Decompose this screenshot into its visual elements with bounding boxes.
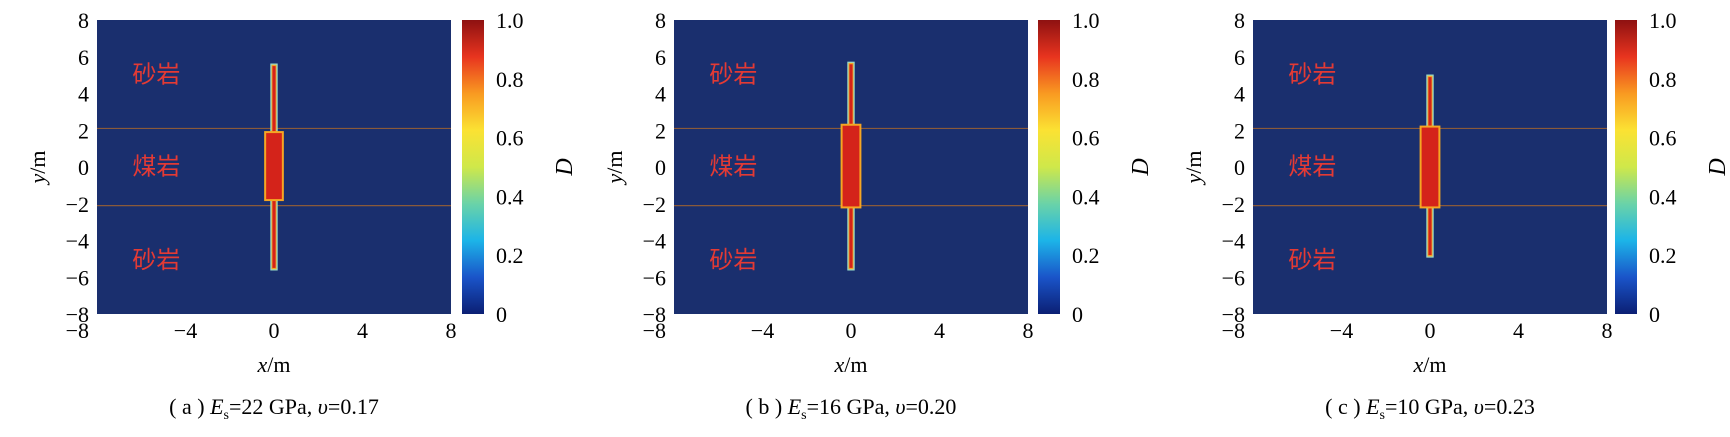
- x-tick-label: −4: [751, 318, 774, 343]
- x-tick-label: 0: [846, 318, 857, 343]
- colorbar-tick-label: 0.6: [496, 126, 524, 151]
- y-tick-label: 0: [655, 155, 666, 180]
- colorbar-tick-label: 0.8: [1649, 67, 1677, 92]
- x-tick-label: 0: [1425, 318, 1436, 343]
- colorbar-label: D: [552, 158, 578, 176]
- colorbar: [1038, 20, 1060, 314]
- x-tick-label: −8: [643, 318, 666, 343]
- y-tick-label: −6: [1222, 265, 1245, 290]
- y-tick-label: −6: [66, 265, 89, 290]
- layer-label-sandstone-bottom: 砂岩: [1288, 247, 1336, 274]
- y-tick-label: 4: [655, 82, 666, 107]
- y-tick-label: −4: [66, 229, 89, 254]
- colorbar-tick-label: 0: [1649, 302, 1660, 327]
- y-tick-label: −2: [1222, 192, 1245, 217]
- x-tick-label: −8: [66, 318, 89, 343]
- layer-label-sandstone-top: 砂岩: [1288, 61, 1336, 88]
- layer-label-sandstone-top: 砂岩: [709, 61, 757, 88]
- fracture-body: [1419, 125, 1441, 209]
- y-tick-label: 2: [655, 118, 666, 143]
- x-tick-label: −4: [1330, 318, 1353, 343]
- y-tick-label: 2: [1234, 118, 1245, 143]
- y-tick-label: 6: [78, 45, 89, 70]
- layer-label-sandstone-top: 砂岩: [132, 61, 180, 88]
- colorbar-tick-label: 1.0: [1649, 8, 1677, 33]
- colorbar-tick-label: 0.4: [1649, 184, 1677, 209]
- x-tick-label: 0: [269, 318, 280, 343]
- y-tick-label: 8: [78, 8, 89, 33]
- colorbar-tick-label: 0: [1072, 302, 1083, 327]
- y-tick-label: −4: [1222, 229, 1245, 254]
- panel-caption: ( b ) Es=16 GPa, υ=0.20: [746, 394, 957, 423]
- layer-label-coal: 煤岩: [1288, 153, 1336, 180]
- colorbar-tick-label: 1.0: [496, 8, 524, 33]
- fracture-body: [264, 131, 284, 202]
- panel-caption: ( a ) Es=22 GPa, υ=0.17: [169, 394, 379, 423]
- layer-label-sandstone-bottom: 砂岩: [709, 247, 757, 274]
- y-tick-label: 8: [1234, 8, 1245, 33]
- colorbar-tick-label: 0.6: [1649, 126, 1677, 151]
- y-tick-label: 8: [655, 8, 666, 33]
- colorbar: [462, 20, 484, 314]
- x-axis-label: x/m: [257, 352, 291, 377]
- y-axis-label: y/m: [602, 151, 627, 186]
- colorbar-label: D: [1705, 158, 1730, 176]
- colorbar-tick-label: 0: [496, 302, 507, 327]
- y-axis-label: y/m: [1181, 151, 1206, 186]
- y-tick-label: −8: [643, 302, 666, 327]
- x-tick-label: 4: [1513, 318, 1524, 343]
- colorbar-tick-label: 0.2: [496, 243, 524, 268]
- x-tick-label: 8: [1023, 318, 1034, 343]
- x-tick-label: 8: [446, 318, 457, 343]
- y-tick-label: −8: [66, 302, 89, 327]
- layer-label-coal: 煤岩: [132, 153, 180, 180]
- layer-label-sandstone-bottom: 砂岩: [132, 247, 180, 274]
- y-tick-label: −8: [1222, 302, 1245, 327]
- colorbar-label: D: [1128, 158, 1154, 176]
- panel-caption: ( c ) Es=10 GPa, υ=0.23: [1325, 394, 1535, 423]
- colorbar-tick-label: 1.0: [1072, 8, 1100, 33]
- y-tick-label: −4: [643, 229, 666, 254]
- y-tick-label: 6: [1234, 45, 1245, 70]
- y-axis-label: y/m: [25, 151, 50, 186]
- colorbar-tick-label: 0.2: [1072, 243, 1100, 268]
- y-tick-label: −6: [643, 265, 666, 290]
- x-tick-label: 4: [934, 318, 945, 343]
- y-tick-label: 4: [1234, 82, 1245, 107]
- colorbar-tick-label: 0.6: [1072, 126, 1100, 151]
- y-tick-label: −2: [66, 192, 89, 217]
- x-tick-label: −8: [1222, 318, 1245, 343]
- colorbar-tick-label: 0.2: [1649, 243, 1677, 268]
- layer-label-coal: 煤岩: [709, 153, 757, 180]
- colorbar-tick-label: 0.4: [1072, 184, 1100, 209]
- colorbar-tick-label: 0.4: [496, 184, 524, 209]
- x-axis-label: x/m: [834, 352, 868, 377]
- x-tick-label: 8: [1602, 318, 1613, 343]
- y-tick-label: 4: [78, 82, 89, 107]
- y-tick-label: 0: [1234, 155, 1245, 180]
- fracture-body: [840, 123, 862, 209]
- colorbar: [1615, 20, 1637, 314]
- x-tick-label: 4: [357, 318, 368, 343]
- colorbar-tick-label: 0.8: [1072, 67, 1100, 92]
- y-tick-label: 0: [78, 155, 89, 180]
- x-axis-label: x/m: [1413, 352, 1447, 377]
- colorbar-tick-label: 0.8: [496, 67, 524, 92]
- y-tick-label: −2: [643, 192, 666, 217]
- x-tick-label: −4: [174, 318, 197, 343]
- y-tick-label: 6: [655, 45, 666, 70]
- y-tick-label: 2: [78, 118, 89, 143]
